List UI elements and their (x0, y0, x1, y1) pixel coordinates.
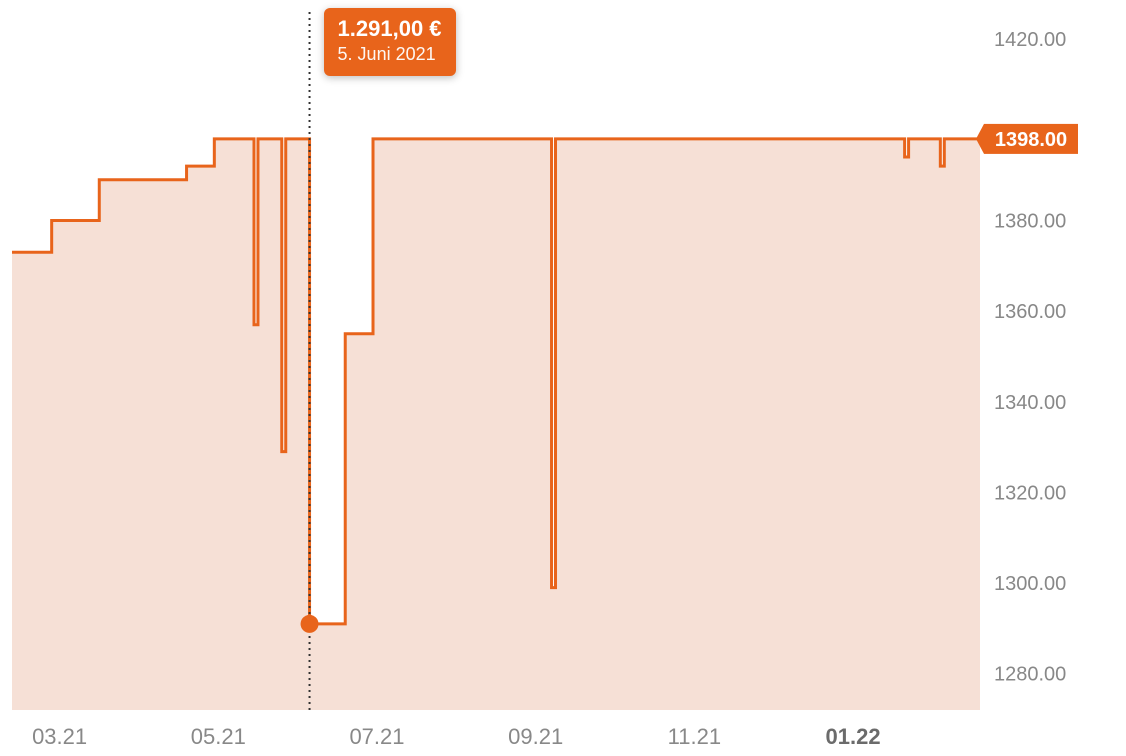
hover-tooltip: 1.291,00 € 5. Juni 2021 (324, 8, 456, 76)
x-tick-label: 05.21 (191, 724, 246, 749)
y-tick-label: 1340.00 (994, 392, 1066, 414)
y-tick-label: 1320.00 (994, 482, 1066, 504)
y-tick-label: 1280.00 (994, 664, 1066, 686)
current-value-label: 1398.00 (995, 129, 1067, 151)
x-tick-label: 09.21 (508, 724, 563, 749)
tooltip-price: 1.291,00 € (338, 16, 442, 42)
y-tick-label: 1300.00 (994, 573, 1066, 595)
y-tick-label: 1360.00 (994, 301, 1066, 323)
x-tick-label: 01.22 (826, 724, 881, 749)
y-tick-label: 1420.00 (994, 29, 1066, 51)
x-tick-label: 07.21 (349, 724, 404, 749)
tooltip-date: 5. Juni 2021 (338, 44, 442, 66)
y-tick-label: 1380.00 (994, 210, 1066, 232)
x-tick-label: 03.21 (32, 724, 87, 749)
x-tick-label: 11.21 (668, 724, 721, 749)
crosshair-marker (301, 615, 319, 633)
price-history-chart[interactable]: 1280.00 1300.00 1320.00 1340.00 1360.00 1380.… (0, 0, 1126, 756)
area-fill (12, 139, 980, 710)
